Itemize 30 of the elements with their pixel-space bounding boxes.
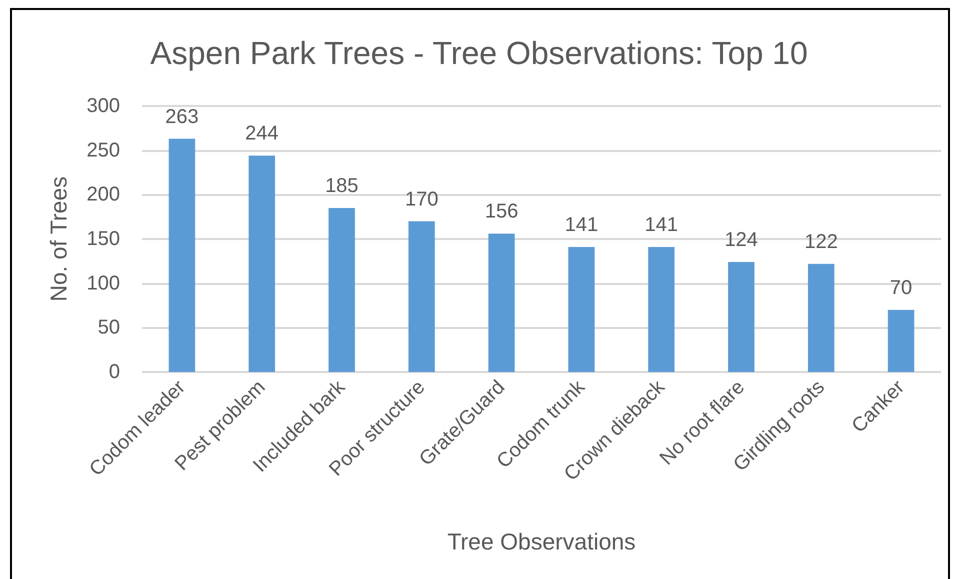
data-label: 156 <box>484 200 518 223</box>
data-label: 141 <box>644 214 678 236</box>
bar <box>408 221 435 372</box>
data-label: 141 <box>564 214 598 236</box>
data-label: 185 <box>325 174 358 197</box>
data-label: 70 <box>890 276 912 299</box>
bar <box>568 246 595 372</box>
bar <box>328 208 355 372</box>
data-label: 263 <box>165 106 199 128</box>
data-label: 170 <box>404 188 438 210</box>
y-axis-title: No. of Trees <box>46 176 72 302</box>
bar <box>888 310 914 372</box>
y-tick-label: 250 <box>86 139 120 162</box>
bar <box>248 156 276 372</box>
chart-title: Aspen Park Trees - Tree Observations: Top 10 <box>150 35 808 71</box>
data-label: 244 <box>245 122 279 145</box>
y-tick-label: 200 <box>86 184 120 206</box>
bar <box>808 264 834 372</box>
bar <box>168 138 196 372</box>
y-tick-label: 150 <box>86 228 120 250</box>
x-axis-title: Tree Observations <box>447 528 636 554</box>
y-tick-label: 0 <box>108 361 120 383</box>
data-label: 122 <box>804 230 838 253</box>
y-tick-label: 50 <box>98 316 120 339</box>
data-label: 124 <box>724 229 758 252</box>
y-tick-label: 100 <box>86 272 120 294</box>
bar <box>488 234 515 372</box>
bar <box>648 246 675 372</box>
bar <box>728 262 754 372</box>
y-tick-label: 300 <box>86 95 120 117</box>
